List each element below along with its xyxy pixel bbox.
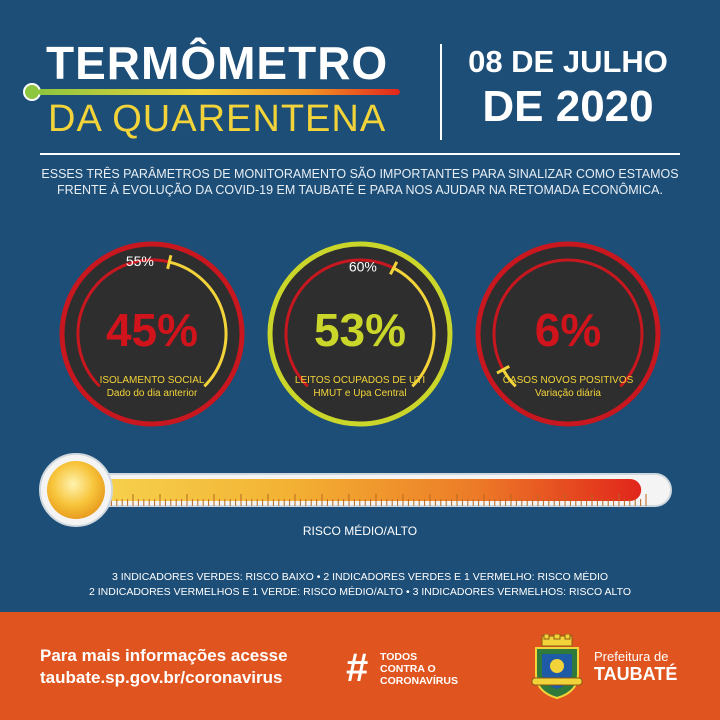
title-termometro: TERMÔMETRO xyxy=(46,37,389,89)
gauge-reference-label: 60% xyxy=(349,258,377,274)
gauge-sublabel: HMUT e Upa Central xyxy=(313,388,406,399)
horizontal-divider xyxy=(40,153,680,155)
taubate-coat-of-arms-icon xyxy=(531,634,583,700)
campaign-line-3: CORONAVÍRUS xyxy=(380,675,458,687)
footer-bar xyxy=(0,612,720,720)
gauge-label: CASOS NOVOS POSITIVOS xyxy=(503,375,634,386)
gauges: 55% 45% ISOLAMENTO SOCIAL Dado do dia anter… xyxy=(59,241,661,427)
gauge-arc-segment xyxy=(392,266,436,388)
gauge-arc-segment xyxy=(492,258,644,388)
gauge-disc xyxy=(475,241,661,427)
gauge-label: ISOLAMENTO SOCIAL xyxy=(100,375,205,386)
gauge-isolamento-social: 55% 45% ISOLAMENTO SOCIAL Dado do dia anter… xyxy=(59,241,245,427)
gauge-sublabel: Variação diária xyxy=(535,388,601,399)
thermometer-fill xyxy=(98,479,642,501)
legend-line-2: 2 INDICADORES VERMELHOS E 1 VERDE: RISCO… xyxy=(88,586,632,598)
prefeitura-city: TAUBATÉ xyxy=(594,664,678,684)
title-thermometer-bar xyxy=(23,83,400,101)
thermometer-bulb xyxy=(47,461,105,519)
date-line-1: 08 DE JULHO xyxy=(468,44,668,79)
gauge-disc xyxy=(59,241,245,427)
vertical-divider xyxy=(440,44,442,140)
gauge-value: 6% xyxy=(535,304,601,356)
gauge-leitos-uti: 60% 53% LEITOS OCUPADOS DE UTI HMUT e Upa C… xyxy=(267,241,453,427)
gauge-sublabel: Dado do dia anterior xyxy=(107,388,198,399)
hashtag-icon: # xyxy=(346,646,369,690)
gauge-reference-marker xyxy=(166,254,173,270)
footer-info-link[interactable]: taubate.sp.gov.br/coronavirus xyxy=(40,668,283,687)
gauge-value: 45% xyxy=(106,304,198,356)
campaign-text: TODOS CONTRA O CORONAVÍRUS xyxy=(380,651,458,687)
thermometer-ticks xyxy=(105,494,647,506)
campaign-line-2: CONTRA O xyxy=(380,663,436,675)
gauge-reference-marker xyxy=(389,261,399,275)
legend-line-1: 3 INDICADORES VERDES: RISCO BAIXO • 2 IN… xyxy=(111,571,609,583)
gauge-arc-segment xyxy=(284,258,395,388)
date-line-2: DE 2020 xyxy=(482,82,654,131)
gauge-value: 53% xyxy=(314,304,406,356)
gauge-arc-segment xyxy=(76,258,170,388)
risk-level-label: RISCO MÉDIO/ALTO xyxy=(302,524,418,538)
gauge-casos-novos: 6% CASOS NOVOS POSITIVOS Variação diária xyxy=(475,241,661,427)
thermometer xyxy=(39,453,672,527)
gauge-label: LEITOS OCUPADOS DE UTI xyxy=(295,375,425,386)
gauge-value-marker xyxy=(496,364,511,375)
intro-text: ESSES TRÊS PARÂMETROS DE MONITORAMENTO S… xyxy=(41,167,679,197)
gauge-disc xyxy=(267,241,453,427)
title-da-quarentena: DA QUARENTENA xyxy=(48,98,387,140)
gauge-reference-label: 55% xyxy=(126,253,154,269)
gauge-arc-segment xyxy=(168,260,228,388)
footer-info-line-1: Para mais informações acesse xyxy=(40,646,288,665)
campaign-line-1: TODOS xyxy=(380,651,418,663)
prefeitura-label: Prefeitura de xyxy=(594,649,669,664)
